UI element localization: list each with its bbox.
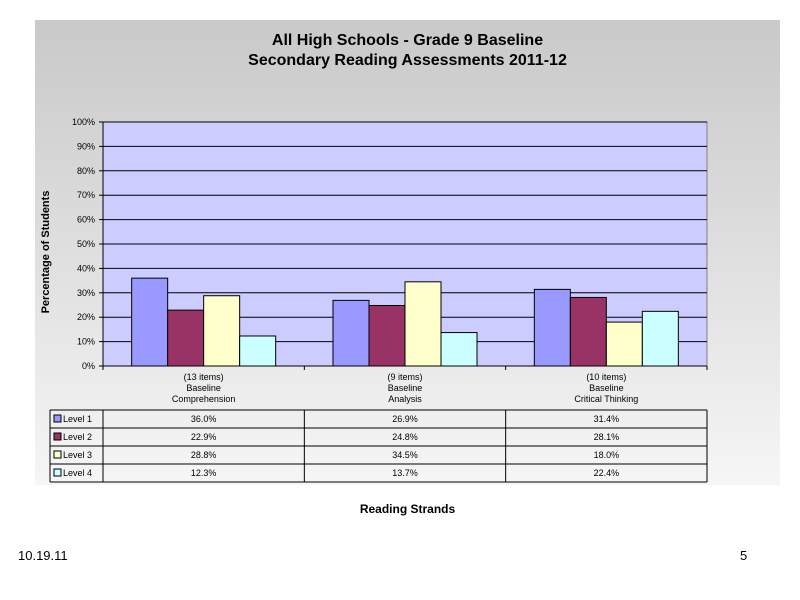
y-tick-label: 90% — [77, 141, 95, 151]
table-value: 28.1% — [594, 432, 620, 442]
legend-label: Level 3 — [63, 450, 92, 460]
legend-label: Level 1 — [63, 414, 92, 424]
y-tick-label: 20% — [77, 312, 95, 322]
bar-level-2 — [368, 304, 406, 367]
y-tick-label: 60% — [77, 215, 95, 225]
chart-subtitle: Secondary Reading Assessments 2011-12 — [248, 52, 567, 69]
y-tick-label: 40% — [77, 263, 95, 273]
legend-key — [53, 450, 62, 459]
table-value: 28.8% — [191, 450, 217, 460]
bar-level-1 — [332, 299, 370, 367]
table-value: 12.3% — [191, 468, 217, 478]
bar-level-2 — [167, 309, 205, 367]
bar-level-3 — [605, 321, 643, 367]
bar-level-3 — [404, 281, 442, 367]
table-value: 22.9% — [191, 432, 217, 442]
category-label: Baseline — [186, 383, 221, 393]
chart-title: All High Schools - Grade 9 Baseline — [271, 32, 544, 49]
category-label: Baseline — [388, 383, 423, 393]
y-tick-label: 0% — [82, 361, 95, 371]
y-tick-label: 80% — [77, 166, 95, 176]
table-value: 26.9% — [392, 414, 418, 424]
bar-level-4 — [440, 332, 478, 367]
table-value: 22.4% — [594, 468, 620, 478]
category-label: Comprehension — [172, 394, 236, 404]
table-value: 24.8% — [392, 432, 418, 442]
y-tick-label: 70% — [77, 190, 95, 200]
legend-key — [53, 414, 62, 423]
x-axis-label: Reading Strands — [359, 502, 456, 516]
bar-level-1 — [533, 288, 571, 367]
table-value: 31.4% — [594, 414, 620, 424]
y-tick-label: 100% — [72, 117, 95, 127]
table-value: 18.0% — [594, 450, 620, 460]
table-value: 34.5% — [392, 450, 418, 460]
bar-level-1 — [131, 277, 169, 367]
category-label: Baseline — [589, 383, 624, 393]
bar-level-2 — [569, 296, 607, 367]
category-label: Analysis — [388, 394, 422, 404]
table-value: 13.7% — [392, 468, 418, 478]
legend-key — [53, 432, 62, 441]
y-tick-label: 10% — [77, 337, 95, 347]
category-label: (9 items) — [387, 372, 422, 382]
y-tick-label: 30% — [77, 288, 95, 298]
y-axis-label: Percentage of Students — [40, 191, 52, 314]
legend-label: Level 4 — [63, 468, 92, 478]
table-value: 36.0% — [191, 414, 217, 424]
legend-key — [53, 468, 62, 477]
category-label: Critical Thinking — [574, 394, 638, 404]
category-label: (13 items) — [184, 372, 224, 382]
bar-level-4 — [239, 335, 277, 367]
legend-label: Level 2 — [63, 432, 92, 442]
bar-level-4 — [641, 310, 679, 367]
y-tick-label: 50% — [77, 239, 95, 249]
slide-date: 10.19.11 — [18, 548, 68, 563]
category-label: (10 items) — [586, 372, 626, 382]
page-number: 5 — [740, 548, 748, 563]
bar-level-3 — [203, 295, 241, 367]
